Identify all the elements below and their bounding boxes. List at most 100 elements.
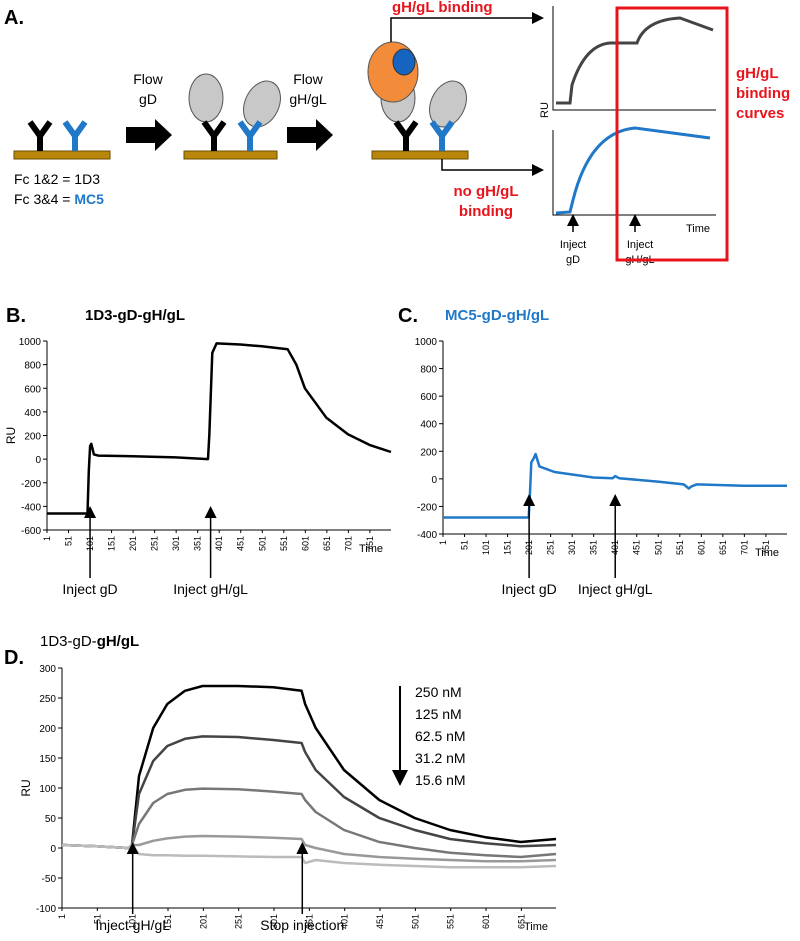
title-text: 1D3-gD- [40,633,97,650]
inject-label: Inject [560,239,586,251]
x-tick-label: 601 [300,536,310,551]
flow-label: Flow [133,71,163,87]
x-tick-label: 751 [761,540,771,555]
y-tick-label: 0 [50,844,56,855]
x-tick-label: 201 [198,914,208,929]
surface [183,150,278,160]
y-tick-label: 600 [24,384,41,395]
axis-label: RU [539,102,551,118]
fc-text: Fc 3&4 = [14,191,74,207]
chart-title: 1D3-gD-gH/gL [85,307,185,324]
series-line [47,342,392,515]
y-tick-label: 50 [45,814,57,825]
x-tick-label: 151 [107,536,117,551]
annotation: Inject gD [501,581,556,597]
y-tick-label: 300 [39,664,56,675]
chart: D. 1D3-gD-gH/gL -100 -50 0 50 100 150 200 250 300 1… [4,633,557,933]
y-tick-label: 200 [39,724,56,735]
x-tick-label: 101 [481,540,491,555]
antibody [429,120,455,151]
flow-arrow [126,119,172,151]
x-tick-label: 651 [516,914,526,929]
y-tick-label: -50 [42,874,57,885]
fc-label: Fc 1&2 = 1D3 [14,171,100,187]
x-tick-label: 351 [589,540,599,555]
flow-arrow [287,119,333,151]
axis [552,6,716,111]
y-tick-label: -100 [36,904,56,915]
title-text: gH/gL [97,633,140,650]
x-tick-label: 451 [375,914,385,929]
x-tick-label: 51 [64,536,74,546]
x-tick-label: 651 [322,536,332,551]
legend-entry: 15.6 nM [415,772,466,788]
surface [13,150,111,160]
flow-label: Flow [293,71,323,87]
x-tick-label: 701 [739,540,749,555]
y-tick-label: 100 [39,784,56,795]
panel-label: C. [398,305,418,327]
chart-title: MC5-gD-gH/gL [445,307,549,324]
y-tick-label: 800 [420,365,437,376]
inject-label: Inject [627,239,653,251]
x-tick-label: 351 [304,914,314,929]
inject-label: gD [566,254,580,266]
series-line [61,735,557,850]
y-tick-label: 1000 [415,337,438,348]
x-tick-label: 451 [236,536,246,551]
y-axis-label: RU [4,427,18,444]
y-tick-label: -400 [417,530,437,541]
x-tick-label: 1 [42,536,52,541]
x-tick-label: 701 [343,536,353,551]
x-tick-label: 201 [128,536,138,551]
x-tick-label: 301 [171,536,181,551]
x-tick-label: 451 [632,540,642,555]
x-axis-label: Time [755,547,779,559]
annotation: Stop injection [260,917,344,933]
x-tick-label: 301 [269,914,279,929]
x-tick-label: 551 [446,914,456,929]
curves-label: binding [736,85,790,102]
x-tick-label: 1 [438,540,448,545]
binding-label: gH/gL binding [392,0,493,16]
annotation: Inject gD [62,581,117,597]
y-tick-label: 400 [420,420,437,431]
fc-label: Fc 3&4 = MC5 [14,191,104,207]
y-axis-label: RU [19,779,33,796]
annotation: Inject gH/gL [578,581,653,597]
x-axis-label: Time [359,543,383,555]
y-tick-label: -400 [21,502,41,513]
no-binding-label: no gH/gL [454,183,519,200]
x-tick-label: 501 [257,536,267,551]
annotation: Inject gH/gL [173,581,248,597]
schematic-curve [555,126,711,215]
annotation: Inject gH/gL [95,917,170,933]
x-tick-label: 401 [340,914,350,929]
legend-entry: 31.2 nM [415,750,466,766]
schematic-curve [556,16,714,105]
x-tick-label: 151 [503,540,513,555]
y-tick-label: 600 [420,392,437,403]
axis-label: Time [686,223,710,235]
x-tick-label: 601 [481,914,491,929]
x-tick-label: 501 [653,540,663,555]
y-tick-label: 200 [24,432,41,443]
title-text: MC5-gD-gH/gL [445,307,549,324]
fc-name: MC5 [74,191,104,207]
x-tick-label: 251 [546,540,556,555]
legend-entry: 250 nM [415,684,462,700]
panel-label: D. [4,647,24,669]
x-axis-label: Time [524,921,548,933]
x-tick-label: 551 [279,536,289,551]
x-tick-label: 551 [675,540,685,555]
x-tick-label: 151 [163,914,173,929]
series-line [443,452,787,519]
antibody [62,120,88,151]
antibody [201,120,227,151]
ghgl-subunit [392,48,416,76]
x-tick-label: 301 [567,540,577,555]
y-tick-label: 200 [420,447,437,458]
x-tick-label: 651 [718,540,728,555]
y-tick-label: 400 [24,408,41,419]
